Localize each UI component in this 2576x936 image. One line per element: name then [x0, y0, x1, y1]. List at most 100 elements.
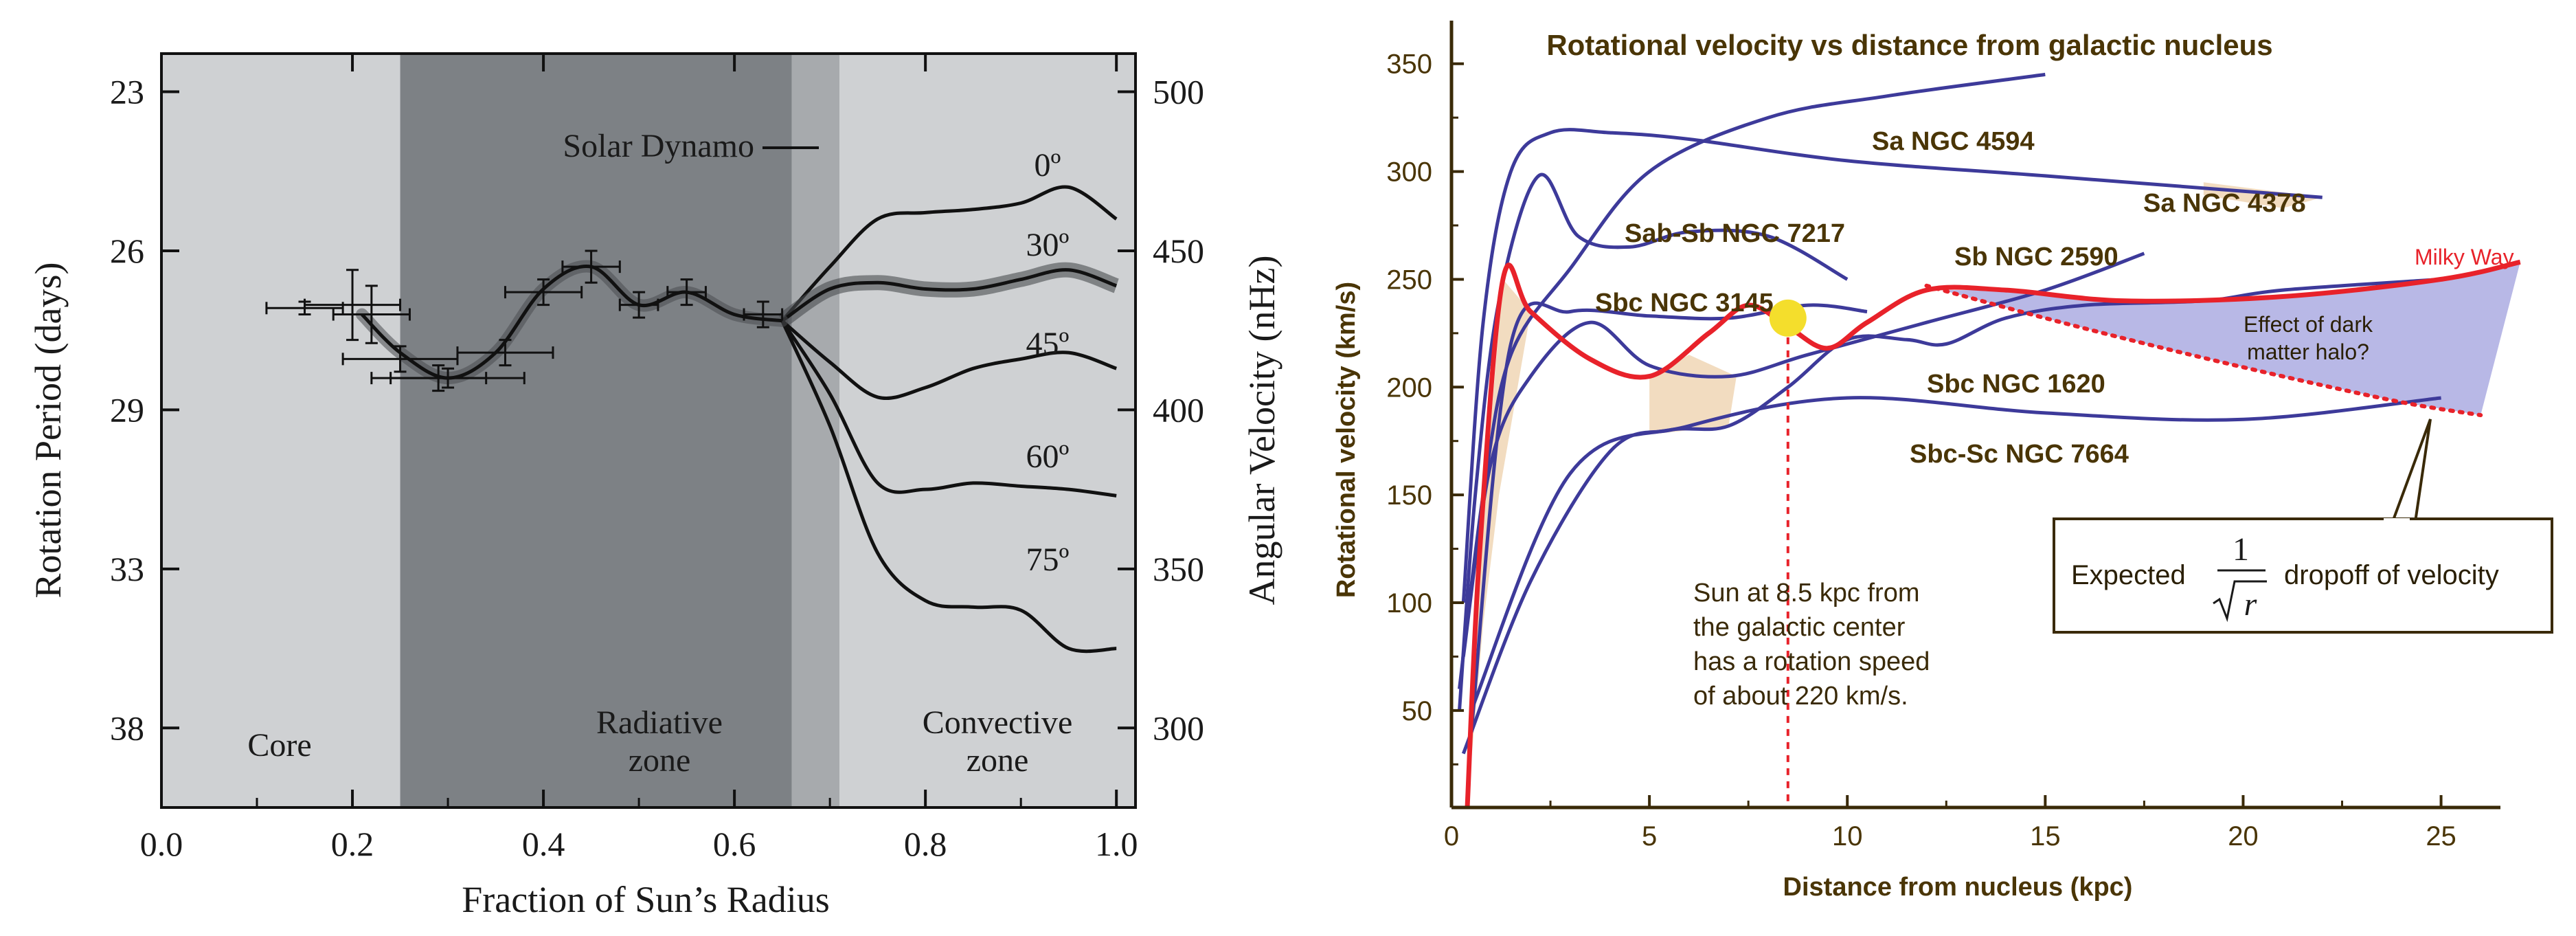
series-line-0deg: [780, 185, 1118, 322]
sun-y-left-tick-label: 38: [110, 709, 144, 747]
galaxy-x-tick-label: 20: [2228, 821, 2259, 851]
zone-convective-band: [839, 54, 1136, 807]
zone-label-radiative-1: Radiative: [596, 704, 723, 741]
sun-x-tick-label: 0.0: [140, 825, 183, 863]
zone-radiative-band: [400, 54, 792, 807]
galaxy-x-tick-label: 25: [2426, 821, 2456, 851]
series-label-60deg: 60º: [1026, 438, 1070, 475]
sun-y-right-tick-label: 450: [1153, 232, 1204, 270]
galaxy-y-tick-label: 350: [1386, 49, 1432, 80]
galaxy-y-tick-label: 300: [1386, 157, 1432, 188]
sun-axis-ticks: 0.0 0.2 0.4 0.6 0.8 1.0 23 26 29 33 38 500 450 400 350…: [110, 54, 1204, 863]
zone-core-band: [161, 54, 400, 807]
series-line-30deg: [781, 268, 1118, 322]
label-ngc4378: Sa NGC 4378: [2143, 189, 2306, 218]
series-label-75deg: 75º: [1026, 542, 1070, 578]
expected-dropoff-line: [1924, 283, 2483, 418]
error-bars: [265, 249, 784, 392]
galaxy-y-tick-label: 200: [1386, 372, 1432, 403]
expected-dropoff-callout: Expected 1 r dropoff of velocity: [2053, 419, 2553, 634]
sun-x-tick-label: 0.2: [331, 825, 374, 863]
sun-y-left-tick-label: 33: [110, 550, 144, 588]
callout-dropoff: dropoff of velocity: [2284, 560, 2499, 590]
sun-y-right-tick-label: 500: [1153, 73, 1204, 111]
callout-box: [2053, 517, 2553, 634]
sun-y-left-tick-label: 29: [110, 390, 144, 429]
galaxy-curve-sab-sb-ngc-7217: [1458, 172, 1849, 711]
error-bar: [456, 339, 554, 367]
galaxy-rotation-chart: Rotational velocity vs distance from gal…: [1332, 21, 2553, 902]
error-bar: [504, 278, 583, 307]
error-bar: [341, 345, 459, 373]
sun-y-axis-title-right: Angular Velocity (nHz): [1241, 256, 1283, 605]
galaxy-x-axis-title: Distance from nucleus (kpc): [1783, 873, 2133, 902]
sun-y-right-tick-label: 400: [1153, 390, 1204, 429]
callout-numerator: 1: [2233, 531, 2249, 568]
label-dark-matter-2: matter halo?: [2247, 339, 2369, 364]
series-line-45deg: [780, 319, 1118, 400]
solar-dynamo-label: Solar Dynamo: [563, 128, 754, 164]
label-ngc2590: Sb NGC 2590: [1954, 243, 2119, 271]
label-milky-way: Milky Way: [2415, 245, 2514, 269]
sun-note-line-4: of about 220 km/s.: [1693, 682, 1908, 711]
series-line-75deg: [780, 320, 1117, 654]
sun-y-axis-title-left: Rotation Period (days): [27, 263, 69, 599]
callout-expected: Expected: [2071, 560, 2186, 590]
sun-x-tick-label: 0.6: [713, 825, 756, 863]
sun-y-left-tick-label: 26: [110, 232, 144, 270]
series-label-45deg: 45º: [1026, 326, 1070, 362]
zone-label-core: Core: [247, 727, 311, 764]
galaxy-x-tick-label: 5: [1642, 821, 1657, 851]
label-dark-matter-1: Effect of dark: [2244, 312, 2373, 337]
galaxy-curve-sbc-sc-ngc-7664: [1469, 396, 2441, 711]
callout-denominator: r: [2244, 586, 2257, 623]
error-bar: [561, 249, 621, 284]
sun-y-right-tick-label: 350: [1153, 550, 1204, 588]
sun-y-right-tick-label: 300: [1153, 709, 1204, 747]
sun-point: [1769, 299, 1807, 337]
sun-x-axis-title: Fraction of Sun’s Radius: [462, 879, 830, 920]
label-ngc7217: Sab-Sb NGC 7217: [1625, 219, 1845, 248]
galaxy-axes: 0 5 10 15 20 25 50 100 150 200 250 300 350: [1386, 21, 2500, 851]
galaxy-x-tick-label: 15: [2030, 821, 2061, 851]
sun-note-line-1: Sun at 8.5 kpc from: [1693, 579, 1920, 608]
galaxy-y-axis-title: Rotational velocity (km/s): [1332, 282, 1361, 598]
error-bar: [332, 285, 411, 344]
error-bar: [370, 367, 526, 389]
dark-matter-region: [1926, 262, 2520, 416]
galaxy-y-tick-label: 100: [1386, 588, 1432, 619]
galaxy-y-tick-label: 150: [1386, 480, 1432, 511]
error-bar: [743, 300, 784, 328]
sun-x-tick-label: 1.0: [1095, 825, 1138, 863]
sun-x-tick-label: 0.4: [522, 825, 565, 863]
galaxy-y-tick-label: 50: [1402, 696, 1433, 726]
series-label-0deg: 0º: [1035, 147, 1061, 183]
tan-shading-dip: [1649, 355, 1737, 435]
sqrt-symbol: [2213, 580, 2267, 623]
galaxy-curves: [1458, 72, 2441, 755]
series-line-60deg: [780, 320, 1117, 498]
tan-shading-inner: [1467, 279, 1531, 807]
label-ngc1620: Sbc NGC 1620: [1927, 370, 2105, 399]
error-bar: [666, 278, 707, 307]
inner-profile-line: [361, 265, 782, 380]
label-ngc4594: Sa NGC 4594: [1872, 127, 2035, 156]
label-ngc7664: Sbc-Sc NGC 7664: [1910, 440, 2129, 469]
galaxy-x-tick-label: 10: [1832, 821, 1863, 851]
galaxy-x-tick-label: 0: [1444, 821, 1459, 851]
galaxy-y-tick-label: 250: [1386, 265, 1432, 295]
zone-label-convective-2: zone: [967, 742, 1029, 779]
galaxy-chart-title: Rotational velocity vs distance from gal…: [1546, 29, 2272, 61]
zone-label-radiative-2: zone: [629, 742, 691, 779]
sun-y-left-tick-label: 23: [110, 73, 144, 111]
sun-note-line-2: the galactic center: [1693, 613, 1906, 642]
solar-rotation-chart: 0.0 0.2 0.4 0.6 0.8 1.0 23 26 29 33 38 500 450 400 350…: [27, 52, 1283, 920]
sun-x-tick-label: 0.8: [904, 825, 947, 863]
galaxy-curve-sa-ngc-4378: [1461, 128, 2323, 603]
sun-note-line-3: has a rotation speed: [1693, 647, 1930, 676]
label-ngc3145: Sbc NGC 3145: [1595, 289, 1774, 317]
latitude-curves: [778, 185, 1120, 654]
zone-label-convective-1: Convective: [923, 704, 1073, 741]
